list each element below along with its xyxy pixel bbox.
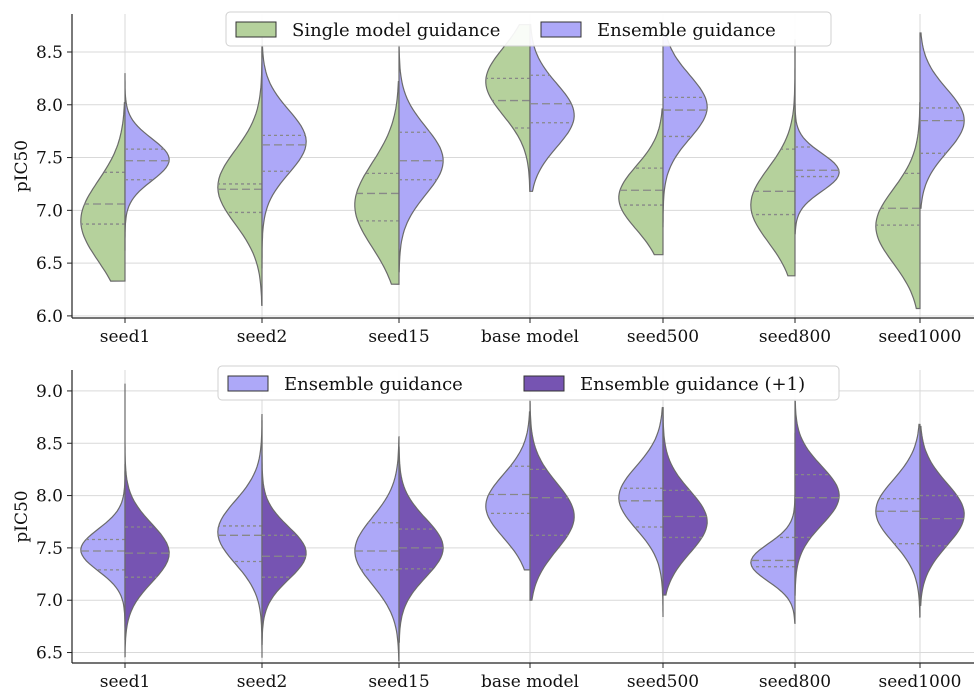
x-tick-label: seed15 xyxy=(368,672,429,692)
x-tick-label: seed1 xyxy=(100,327,151,347)
y-tick-label: 7.0 xyxy=(36,591,63,611)
y-tick-label: 6.5 xyxy=(36,644,63,664)
x-tick-label: seed2 xyxy=(237,327,288,347)
violin-half xyxy=(354,80,400,285)
legend-swatch xyxy=(523,375,565,392)
violin-half xyxy=(919,32,965,209)
bottom-legend: Ensemble guidance Ensemble guidance (+1) xyxy=(217,365,840,401)
violin-half xyxy=(485,411,531,571)
violin-half xyxy=(529,400,575,601)
legend-label: Ensemble guidance xyxy=(284,374,463,395)
violin-half xyxy=(485,23,531,193)
legend-label: Ensemble guidance (+1) xyxy=(580,374,805,395)
violin-half xyxy=(529,23,575,192)
violin-half xyxy=(875,101,921,310)
bottom-violin-panel: 6.5 7.0 7.5 8.0 8.5 9.0 seed1 seed2 seed15 base m… xyxy=(12,365,974,692)
x-tick-label: base model xyxy=(481,672,579,692)
y-tick-label: 7.0 xyxy=(36,201,63,221)
violin-half xyxy=(80,464,126,640)
violin-half xyxy=(261,36,307,269)
violin-half xyxy=(794,400,840,596)
y-tick-label: 8.5 xyxy=(36,43,63,63)
violin-half xyxy=(750,432,796,624)
violin-half xyxy=(875,423,921,618)
y-tick-label: 7.5 xyxy=(36,149,63,169)
legend-swatch xyxy=(540,21,582,38)
x-tick-label: seed500 xyxy=(627,327,699,347)
y-axis-label: pIC50 xyxy=(12,490,32,542)
violin-half xyxy=(618,407,664,617)
top-legend: Single model guidance Ensemble guidance xyxy=(225,11,832,47)
y-tick-label: 6.0 xyxy=(36,307,63,327)
violin-half xyxy=(217,413,263,658)
violin-half xyxy=(80,102,126,282)
x-tick-label: seed2 xyxy=(237,672,288,692)
violin-half xyxy=(261,420,307,646)
y-tick-label: 8.5 xyxy=(36,434,63,454)
x-tick-label: base model xyxy=(481,327,579,347)
legend-label: Single model guidance xyxy=(292,20,500,41)
violin-half xyxy=(662,32,708,228)
violin-half xyxy=(124,383,170,658)
x-tick-label: seed15 xyxy=(368,327,429,347)
violin-half xyxy=(124,73,170,251)
y-tick-label: 8.0 xyxy=(36,96,63,116)
x-tick-label: seed800 xyxy=(759,672,831,692)
legend-swatch xyxy=(227,375,269,392)
violin-half xyxy=(354,436,400,662)
violin-half xyxy=(398,446,444,643)
x-tick-label: seed1000 xyxy=(879,672,962,692)
violin-half xyxy=(919,425,965,607)
x-tick-label: seed500 xyxy=(627,672,699,692)
legend-frame xyxy=(225,11,832,47)
y-tick-label: 9.0 xyxy=(36,382,63,402)
y-tick-label: 6.5 xyxy=(36,254,63,274)
x-tick-label: seed1 xyxy=(100,672,151,692)
x-tick-label: seed1000 xyxy=(879,327,962,347)
legend-label: Ensemble guidance xyxy=(597,20,776,41)
violin-half xyxy=(662,406,708,596)
violin-half xyxy=(618,108,664,256)
y-tick-label: 7.5 xyxy=(36,539,63,559)
x-tick-label: seed800 xyxy=(759,327,831,347)
violin-half xyxy=(217,43,263,307)
y-tick-label: 8.0 xyxy=(36,487,63,507)
y-axis-label: pIC50 xyxy=(12,140,32,192)
violin-half xyxy=(398,44,444,273)
top-violin-panel: 6.0 6.5 7.0 7.5 8.0 8.5 seed1 seed2 seed15 base m… xyxy=(12,11,974,347)
legend-swatch xyxy=(235,21,277,38)
violin-half xyxy=(794,41,840,235)
